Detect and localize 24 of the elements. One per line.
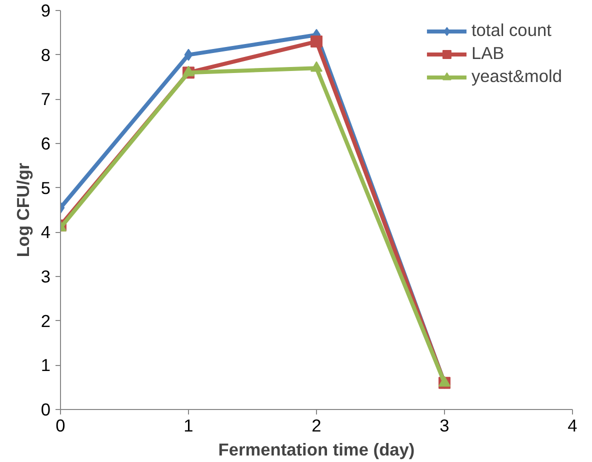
y-tick-label: 6: [40, 134, 51, 154]
x-tick-label: 1: [184, 416, 194, 436]
y-tick-label: 4: [40, 222, 51, 242]
y-tick-label: 2: [40, 310, 51, 331]
y-axis-title: Log CFU/gr: [12, 162, 33, 258]
y-tick-label: 7: [40, 89, 51, 110]
y-tick-label: 3: [40, 266, 51, 286]
x-axis-title: Fermentation time (day): [218, 440, 415, 460]
x-tick-label: 3: [440, 416, 450, 436]
legend-label: yeast&mold: [471, 66, 562, 87]
y-tick-label: 0: [40, 400, 51, 420]
point: [184, 48, 193, 61]
y-tick-label: 1: [40, 355, 51, 376]
x-tick-label: 2: [312, 416, 322, 436]
x-tick-label: 0: [56, 416, 66, 436]
y-tick-label: 8: [40, 44, 51, 65]
point: [310, 36, 322, 48]
legend-label: LAB: [471, 43, 504, 64]
y-tick-label: 5: [40, 178, 51, 198]
x-tick-label: 4: [568, 416, 578, 436]
legend-label: total count: [471, 20, 552, 41]
y-tick-label: 9: [40, 0, 51, 20]
point: [310, 61, 322, 72]
point: [182, 66, 194, 76]
